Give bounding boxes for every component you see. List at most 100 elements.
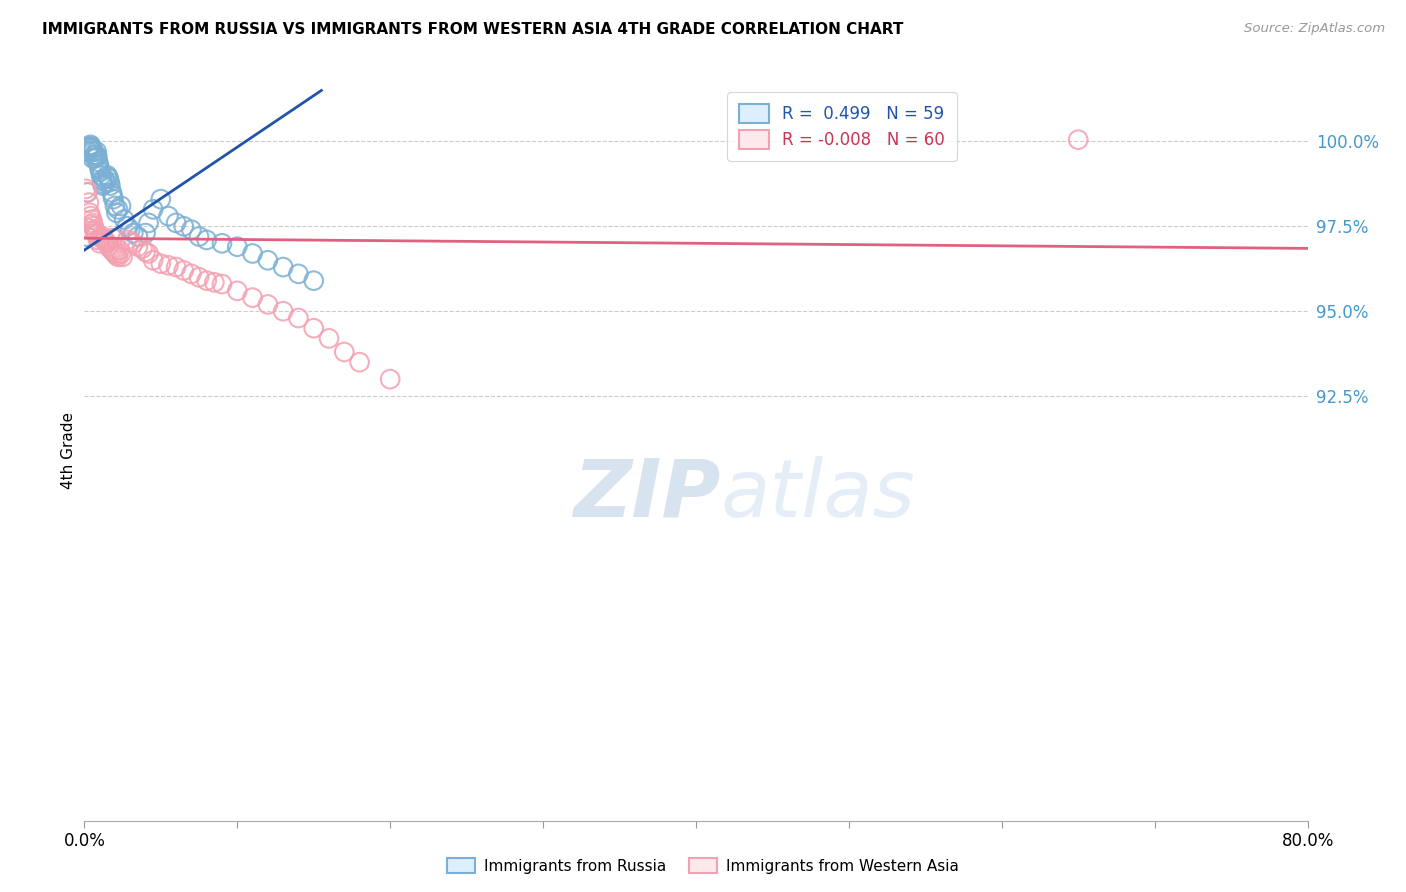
Point	[87, 158, 110, 172]
Point	[195, 233, 218, 247]
Point	[94, 235, 117, 249]
Y-axis label: 4th Grade: 4th Grade	[60, 412, 76, 489]
Text: IMMIGRANTS FROM RUSSIA VS IMMIGRANTS FROM WESTERN ASIA 4TH GRADE CORRELATION CHA: IMMIGRANTS FROM RUSSIA VS IMMIGRANTS FRO…	[42, 22, 904, 37]
Point	[93, 177, 115, 191]
Point	[104, 199, 127, 213]
Point	[84, 148, 107, 162]
Point	[77, 221, 100, 235]
Point	[105, 248, 128, 262]
Point	[271, 304, 294, 318]
Point	[89, 161, 111, 176]
Point	[173, 263, 195, 277]
Point	[91, 173, 114, 187]
Point	[122, 236, 145, 251]
Point	[79, 205, 101, 219]
Point	[142, 253, 165, 268]
Point	[103, 244, 125, 259]
Point	[120, 223, 142, 237]
Point	[149, 257, 172, 271]
Point	[211, 236, 233, 251]
Point	[101, 186, 124, 200]
Point	[82, 143, 104, 157]
Point	[107, 202, 129, 217]
Point	[94, 175, 117, 189]
Point	[77, 195, 100, 210]
Point	[80, 139, 103, 153]
Point	[110, 199, 132, 213]
Point	[101, 231, 124, 245]
Point	[97, 171, 120, 186]
Point	[107, 250, 129, 264]
Point	[83, 148, 105, 162]
Point	[110, 246, 132, 260]
Legend: Immigrants from Russia, Immigrants from Western Asia: Immigrants from Russia, Immigrants from …	[441, 852, 965, 880]
Point	[1067, 133, 1090, 147]
Legend: R =  0.499   N = 59, R = -0.008   N = 60: R = 0.499 N = 59, R = -0.008 N = 60	[727, 92, 956, 161]
Point	[271, 260, 294, 274]
Point	[287, 267, 309, 281]
Point	[173, 219, 195, 234]
Point	[135, 244, 157, 259]
Point	[157, 209, 180, 223]
Point	[83, 223, 105, 237]
Point	[131, 241, 153, 255]
Point	[180, 223, 202, 237]
Point	[115, 219, 138, 234]
Point	[87, 233, 110, 247]
Point	[302, 274, 325, 288]
Point	[76, 186, 98, 200]
Point	[380, 372, 402, 386]
Point	[75, 182, 97, 196]
Point	[115, 233, 138, 247]
Point	[89, 165, 111, 179]
Point	[195, 274, 218, 288]
Point	[242, 246, 264, 260]
Point	[91, 229, 114, 244]
Point	[211, 277, 233, 291]
Point	[112, 212, 135, 227]
Point	[86, 227, 108, 242]
Point	[188, 270, 211, 285]
Point	[138, 216, 160, 230]
Point	[86, 150, 108, 164]
Point	[83, 145, 105, 159]
Point	[82, 216, 104, 230]
Point	[98, 178, 121, 193]
Point	[188, 229, 211, 244]
Point	[135, 226, 157, 240]
Point	[87, 154, 110, 169]
Point	[97, 170, 120, 185]
Point	[242, 291, 264, 305]
Point	[257, 253, 280, 268]
Point	[80, 212, 103, 227]
Point	[98, 241, 121, 255]
Point	[127, 240, 149, 254]
Point	[90, 169, 112, 183]
Point	[142, 202, 165, 217]
Point	[101, 243, 124, 257]
Point	[138, 246, 160, 260]
Point	[77, 145, 100, 159]
Point	[349, 355, 371, 369]
Point	[96, 169, 118, 183]
Point	[104, 246, 127, 260]
Point	[101, 188, 124, 202]
Point	[82, 152, 104, 166]
Text: atlas: atlas	[720, 456, 915, 534]
Text: ZIP: ZIP	[574, 456, 720, 534]
Point	[80, 218, 103, 232]
Point	[105, 205, 128, 219]
Point	[127, 229, 149, 244]
Point	[93, 171, 115, 186]
Point	[108, 243, 131, 257]
Point	[165, 216, 187, 230]
Point	[122, 226, 145, 240]
Point	[103, 192, 125, 206]
Point	[83, 219, 105, 234]
Point	[96, 236, 118, 251]
Point	[79, 139, 101, 153]
Point	[84, 152, 107, 166]
Point	[120, 235, 142, 249]
Point	[84, 226, 107, 240]
Point	[90, 231, 112, 245]
